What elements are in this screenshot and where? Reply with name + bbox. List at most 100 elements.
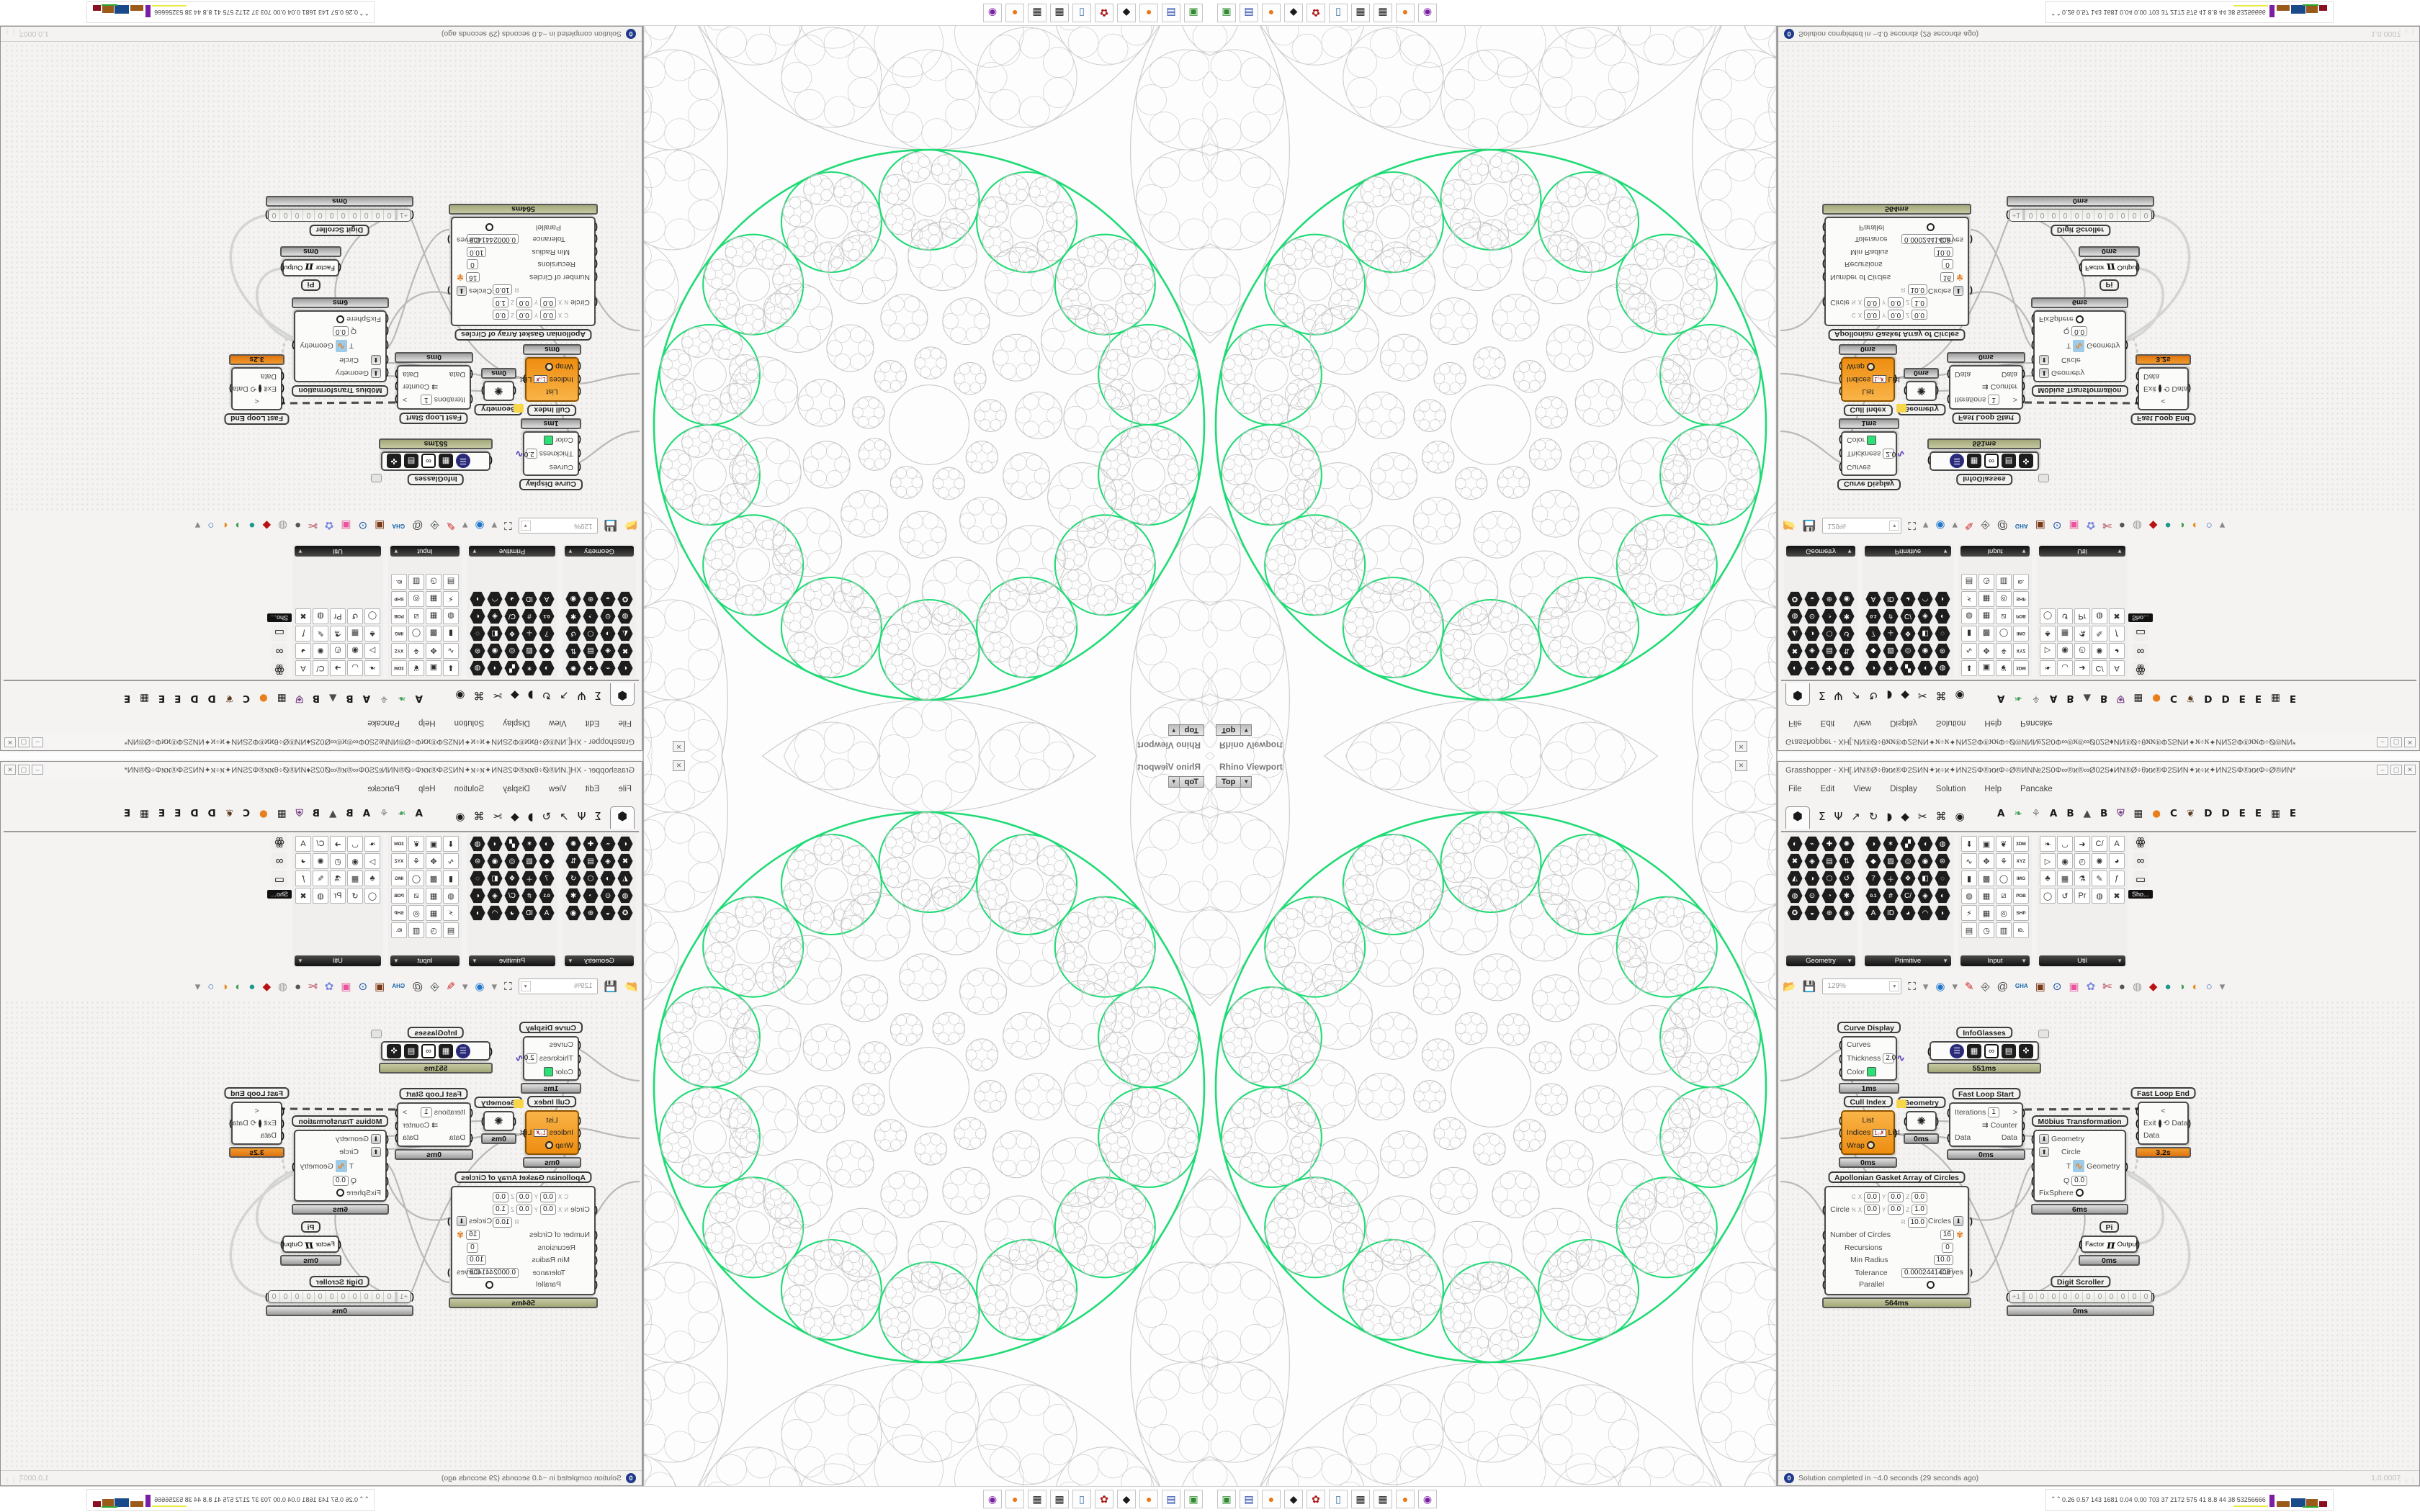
output-port[interactable]: )	[2152, 1292, 2155, 1302]
component-icon[interactable]: C/	[504, 608, 520, 624]
node-label[interactable]: Digit Scroller	[2050, 1276, 2111, 1287]
component-icon[interactable]: ◎	[1996, 905, 2012, 921]
toolbar-icon[interactable]: ▾	[194, 519, 201, 532]
input-port[interactable]: (	[1822, 1279, 1825, 1290]
component-icon[interactable]: ⚘	[1996, 853, 2012, 869]
toolbar-icon[interactable]: ●	[2118, 980, 2125, 993]
nx-value[interactable]: 0.0	[1864, 1205, 1880, 1215]
output-port[interactable]: )	[395, 369, 398, 379]
node-label[interactable]: Fast Loop Start	[399, 413, 469, 424]
tab-category-2[interactable]: Ψ	[577, 689, 586, 702]
num-circles-value[interactable]: 16	[466, 271, 480, 282]
component-icon[interactable]: ◷	[1978, 922, 1994, 938]
component-icon[interactable]: ↺	[565, 626, 581, 642]
output-port[interactable]: )	[1894, 1128, 1897, 1138]
tab-plugin-15[interactable]: E	[158, 693, 166, 704]
close-button[interactable]: ✕	[4, 737, 16, 747]
parallel-toggle[interactable]	[485, 223, 493, 232]
component-icon[interactable]: ▤	[1961, 922, 1977, 938]
save-file-icon[interactable]: 💾	[1802, 980, 1816, 993]
taskbar-app-2[interactable]: ●	[1262, 1490, 1281, 1508]
digit-cell[interactable]: 0	[349, 210, 361, 221]
exit-toggle[interactable]	[2158, 1119, 2161, 1128]
tab-plugin-9[interactable]: ●	[2152, 808, 2161, 819]
component-icon[interactable]: ↺	[347, 608, 363, 624]
component-icon[interactable]: ◍	[617, 608, 633, 624]
wire[interactable]	[229, 214, 293, 339]
tab-plugin-17[interactable]: E	[123, 693, 131, 704]
tab-category-3[interactable]: ↗	[560, 689, 569, 702]
output-port[interactable]: )	[1970, 1267, 1973, 1277]
component-icon[interactable]: 3DM	[391, 660, 407, 676]
chevron-down-icon[interactable]: ▼	[520, 521, 531, 531]
component-icon[interactable]: ⇅	[565, 643, 581, 659]
component-icon[interactable]: ⚗	[330, 626, 346, 642]
wire[interactable]	[593, 294, 640, 332]
node-label[interactable]: Möbius Transformation	[2031, 1115, 2128, 1127]
infoglasses-icon-2[interactable]: ∞	[1984, 1043, 1999, 1058]
input-port[interactable]: (	[386, 341, 389, 351]
taskbar-app-8[interactable]: ●	[1396, 1490, 1415, 1508]
tab-plugin-14[interactable]: E	[2238, 808, 2246, 819]
tab-category-7[interactable]: ✂	[1917, 810, 1927, 823]
wire[interactable]	[409, 216, 524, 379]
component-icon[interactable]: C/	[1900, 888, 1916, 904]
wire[interactable]	[1780, 1048, 1845, 1082]
component-icon[interactable]: ◕	[2109, 853, 2125, 869]
component-icon[interactable]: ◭	[617, 626, 633, 642]
component-icon[interactable]: ⧄	[1996, 888, 2012, 904]
component-icon[interactable]: XYZ	[391, 643, 407, 659]
toolbar-icon[interactable]: ⊙	[358, 519, 368, 532]
infoglasses-icon-1[interactable]: ▦	[1967, 1043, 1981, 1058]
state-down-icon[interactable]: ⬇	[457, 286, 467, 296]
component-icon[interactable]: ✖	[617, 643, 633, 659]
nz-value[interactable]: 1.0	[493, 297, 508, 307]
toolbar-icon[interactable]: ◍	[2132, 980, 2142, 993]
tab-plugin-1[interactable]: ❧	[2014, 808, 2022, 819]
component-icon[interactable]: ✚	[1821, 836, 1837, 852]
fixsphere-toggle[interactable]	[336, 315, 345, 323]
open-file-icon[interactable]: 📂	[1783, 980, 1796, 993]
output-port[interactable]: )	[2137, 1239, 2140, 1249]
ny-value[interactable]: 0.0	[1888, 1205, 1904, 1215]
tab-plugin-3[interactable]: A	[362, 693, 371, 704]
wire[interactable]	[2024, 1107, 2138, 1111]
component-icon[interactable]: ✱	[565, 608, 581, 624]
wire[interactable]	[282, 401, 396, 405]
component-icon[interactable]: A	[1865, 905, 1881, 921]
toolbar-icon[interactable]: ○	[2205, 980, 2213, 993]
component-icon[interactable]: ID.	[391, 574, 407, 590]
node-label[interactable]: Pi	[2099, 1221, 2120, 1233]
component-icon[interactable]: A	[2109, 836, 2125, 852]
component-icon[interactable]: C/	[313, 660, 328, 676]
component-icon[interactable]: ⚡	[443, 591, 459, 607]
component-icon[interactable]: PDB	[391, 608, 407, 624]
component-icon[interactable]: ◐	[1935, 888, 1950, 904]
component-icon[interactable]: ◐	[617, 660, 633, 676]
rhino-viewport[interactable]: Rhino Viewport ✕ Top ▼	[642, 26, 1210, 756]
system-tray[interactable]: ⌃⌃ 0.26 0.57 143 1681 0.04 0.00 703 37 2…	[86, 1, 375, 23]
component-icon[interactable]: C/	[2092, 836, 2107, 852]
toolbar-icon[interactable]: ●	[248, 519, 256, 532]
component-icon[interactable]: ▥	[1996, 922, 2012, 938]
component-icon[interactable]: ▤	[1821, 853, 1837, 869]
iterations-value[interactable]: 1	[1988, 1107, 2000, 1117]
component-icon[interactable]: ∿	[443, 643, 459, 659]
input-port[interactable]: (	[1839, 1053, 1842, 1063]
component-icon[interactable]: ◴	[2074, 853, 2090, 869]
wire[interactable]	[1780, 1127, 1845, 1140]
menu-solution[interactable]: Solution	[454, 719, 485, 727]
node-geometry-param[interactable]: Geometry ( ✺ ) 0ms	[1896, 1097, 1946, 1144]
input-port[interactable]: (	[282, 384, 284, 394]
component-icon[interactable]: ✪	[617, 591, 633, 607]
component-icon[interactable]: ▨	[521, 643, 537, 659]
tab-category-8[interactable]: ⌘	[1935, 810, 1947, 823]
tab-plugin-16[interactable]: ▦	[140, 693, 149, 704]
component-icon[interactable]: Pr	[330, 608, 346, 624]
toolbar-icon[interactable]: ▣	[375, 519, 385, 532]
input-port[interactable]: (	[470, 395, 473, 405]
palette-group-label[interactable]: Util ▼	[2039, 955, 2125, 966]
component-icon[interactable]: ✺	[313, 643, 328, 659]
input-port[interactable]: (	[2136, 1130, 2138, 1140]
